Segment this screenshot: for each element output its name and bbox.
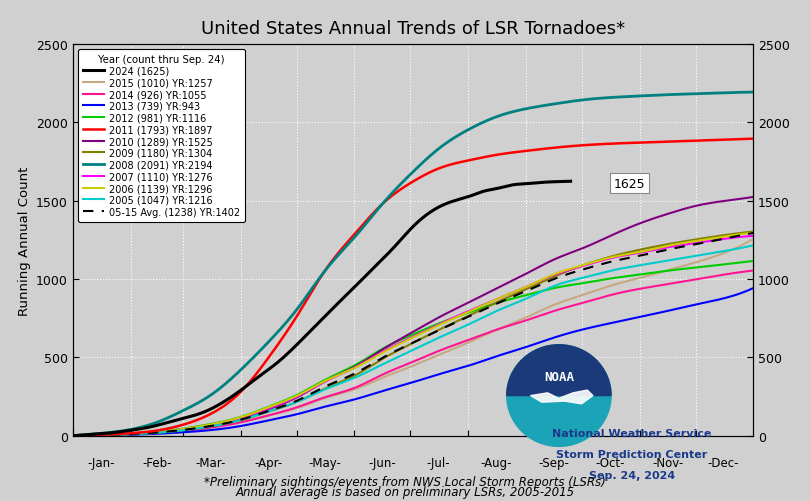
Text: National Weather Service: National Weather Service	[552, 428, 711, 438]
Text: -Jan-: -Jan-	[87, 456, 114, 469]
Polygon shape	[531, 390, 593, 404]
Text: -Apr-: -Apr-	[254, 456, 283, 469]
Text: -Jun-: -Jun-	[369, 456, 396, 469]
Y-axis label: Running Annual Count: Running Annual Count	[18, 166, 31, 315]
Circle shape	[507, 345, 611, 446]
Text: Storm Prediction Center: Storm Prediction Center	[556, 449, 707, 459]
Legend: 2024 (1625), 2015 (1010) YR:1257, 2014 (926) YR:1055, 2013 (739) YR:943, 2012 (9: 2024 (1625), 2015 (1010) YR:1257, 2014 (…	[78, 50, 245, 222]
Text: -Nov-: -Nov-	[652, 456, 683, 469]
Wedge shape	[507, 345, 611, 396]
Text: -May-: -May-	[308, 456, 341, 469]
Text: -Feb-: -Feb-	[142, 456, 172, 469]
Text: Sep. 24, 2024: Sep. 24, 2024	[589, 470, 675, 480]
Title: United States Annual Trends of LSR Tornadoes*: United States Annual Trends of LSR Torna…	[201, 20, 625, 38]
Text: 1625: 1625	[613, 177, 645, 190]
Text: -Oct-: -Oct-	[595, 456, 625, 469]
Text: *Preliminary sightings/events from NWS Local Storm Reports (LSRs): *Preliminary sightings/events from NWS L…	[204, 475, 606, 488]
Text: -Jul-: -Jul-	[426, 456, 450, 469]
Text: NOAA: NOAA	[544, 370, 574, 383]
Text: -Mar-: -Mar-	[196, 456, 226, 469]
Text: -Aug-: -Aug-	[480, 456, 512, 469]
Text: Annual average is based on preliminary LSRs, 2005-2015: Annual average is based on preliminary L…	[236, 485, 574, 498]
Text: -Sep-: -Sep-	[539, 456, 569, 469]
Text: -Dec-: -Dec-	[708, 456, 740, 469]
